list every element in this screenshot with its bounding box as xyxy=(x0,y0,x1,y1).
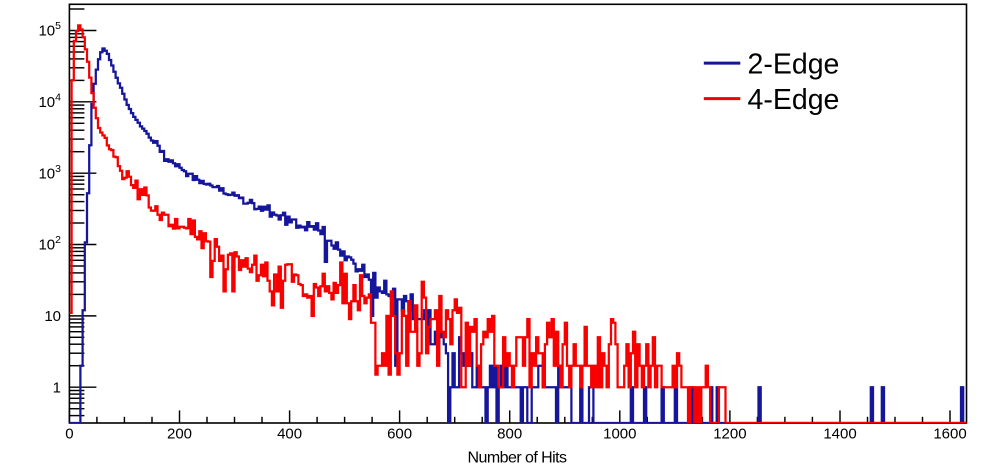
svg-text:1600: 1600 xyxy=(933,426,966,443)
svg-text:800: 800 xyxy=(497,426,522,443)
svg-text:1200: 1200 xyxy=(713,426,746,443)
svg-text:1400: 1400 xyxy=(823,426,856,443)
svg-text:200: 200 xyxy=(167,426,192,443)
svg-text:Number of Hits: Number of Hits xyxy=(468,450,568,467)
svg-text:2-Edge: 2-Edge xyxy=(748,48,840,80)
svg-text:1000: 1000 xyxy=(603,426,636,443)
svg-text:0: 0 xyxy=(65,426,73,443)
svg-text:600: 600 xyxy=(387,426,412,443)
svg-text:4-Edge: 4-Edge xyxy=(748,84,840,116)
svg-text:1: 1 xyxy=(53,379,61,396)
svg-text:400: 400 xyxy=(277,426,302,443)
svg-text:10: 10 xyxy=(44,308,61,325)
